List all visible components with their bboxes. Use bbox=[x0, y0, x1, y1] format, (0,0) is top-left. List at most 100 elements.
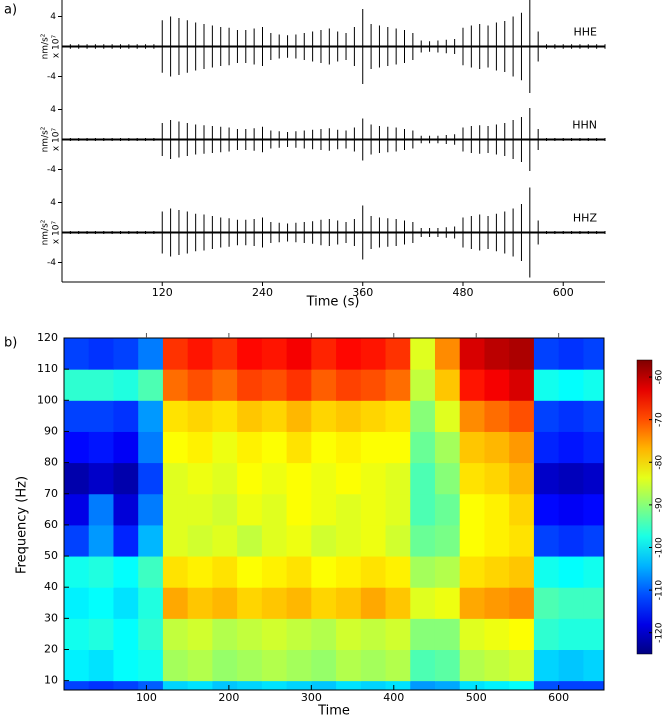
heatmap-cell bbox=[385, 462, 411, 495]
heatmap-cell bbox=[336, 369, 362, 401]
heatmap-cell bbox=[113, 618, 139, 651]
x-tick-label: 100 bbox=[136, 691, 157, 704]
heatmap-cell bbox=[237, 524, 263, 557]
heatmap-cell bbox=[212, 587, 238, 619]
heatmap-cell bbox=[459, 338, 485, 370]
x-tick-label: 600 bbox=[548, 691, 569, 704]
heatmap-cell bbox=[385, 369, 411, 401]
heatmap-cell bbox=[88, 400, 114, 432]
heatmap-cell bbox=[187, 400, 213, 432]
heatmap-cell bbox=[113, 369, 139, 401]
heatmap-cell bbox=[533, 649, 560, 682]
heatmap-cell bbox=[113, 493, 139, 526]
heatmap-cell bbox=[187, 556, 213, 588]
heatmap-cell bbox=[336, 338, 362, 370]
heatmap-cell bbox=[385, 431, 411, 464]
x-tick-label: 600 bbox=[553, 286, 574, 299]
heatmap-cell bbox=[558, 493, 584, 526]
heatmap-cell bbox=[187, 431, 213, 464]
heatmap-cell bbox=[88, 556, 114, 588]
heatmap-cell bbox=[311, 618, 337, 651]
x-axis-label: Time bbox=[317, 704, 350, 719]
heatmap-cell bbox=[311, 400, 337, 432]
heatmap-cell bbox=[583, 680, 605, 691]
heatmap-cell bbox=[187, 524, 213, 557]
heatmap-cell bbox=[311, 587, 337, 619]
y-axis-label: nm/s² bbox=[41, 126, 51, 152]
heatmap-cell bbox=[583, 369, 605, 401]
heatmap-cell bbox=[311, 338, 337, 370]
heatmap-cell bbox=[410, 462, 436, 495]
heatmap-cell bbox=[509, 431, 535, 464]
heatmap-cell bbox=[286, 400, 312, 432]
heatmap-cell bbox=[286, 680, 312, 691]
heatmap-cell bbox=[311, 680, 337, 691]
heatmap-cell bbox=[237, 556, 263, 588]
heatmap-cell bbox=[385, 680, 411, 691]
heatmap-cell bbox=[138, 680, 164, 691]
heatmap-cell bbox=[113, 338, 139, 370]
heatmap-cell bbox=[261, 680, 288, 691]
heatmap-cell bbox=[311, 524, 337, 557]
heatmap-cell bbox=[138, 587, 164, 619]
heatmap-cell bbox=[558, 338, 584, 370]
x-tick-label: 400 bbox=[383, 691, 404, 704]
x-tick-label: 300 bbox=[301, 691, 322, 704]
heatmap-cell bbox=[138, 618, 164, 651]
heatmap-cell bbox=[237, 649, 263, 682]
heatmap-cell bbox=[64, 338, 90, 370]
heatmap-cell bbox=[459, 400, 485, 432]
heatmap-cell bbox=[533, 680, 560, 691]
heatmap-cell bbox=[385, 400, 411, 432]
heatmap-cell bbox=[558, 462, 584, 495]
heatmap-cell bbox=[311, 462, 337, 495]
heatmap-cell bbox=[583, 338, 605, 370]
heatmap-cell bbox=[336, 618, 362, 651]
heatmap-cell bbox=[484, 369, 510, 401]
heatmap-cell bbox=[336, 649, 362, 682]
heatmap-cell bbox=[434, 431, 461, 464]
heatmap-cell bbox=[410, 400, 436, 432]
heatmap-cell bbox=[187, 493, 213, 526]
heatmap-cell bbox=[88, 493, 114, 526]
heatmap-cell bbox=[212, 431, 238, 464]
heatmap-cell bbox=[88, 431, 114, 464]
heatmap-cell bbox=[484, 431, 510, 464]
heatmap-cell bbox=[558, 369, 584, 401]
heatmap-cell bbox=[162, 618, 189, 651]
y-tick-label: 50 bbox=[44, 549, 58, 562]
heatmap-cell bbox=[459, 649, 485, 682]
y-tick-label: 120 bbox=[37, 331, 58, 344]
heatmap-cell bbox=[113, 400, 139, 432]
colorbar-tick-label: -120 bbox=[655, 622, 665, 643]
x-tick-label: 500 bbox=[466, 691, 487, 704]
heatmap-cell bbox=[434, 462, 461, 495]
heatmap-cell bbox=[64, 556, 90, 588]
heatmap-cell bbox=[162, 369, 189, 401]
heatmap-cell bbox=[113, 524, 139, 557]
heatmap-cell bbox=[212, 524, 238, 557]
heatmap-cell bbox=[360, 400, 387, 432]
heatmap-cell bbox=[286, 524, 312, 557]
heatmap-cell bbox=[64, 618, 90, 651]
heatmap-cell bbox=[162, 556, 189, 588]
heatmap-cell bbox=[360, 493, 387, 526]
heatmap-cell bbox=[509, 680, 535, 691]
heatmap-cell bbox=[286, 338, 312, 370]
heatmap-cell bbox=[162, 524, 189, 557]
panel-label-a: a) bbox=[4, 3, 17, 18]
heatmap-cell bbox=[509, 493, 535, 526]
heatmap-cell bbox=[583, 400, 605, 432]
colorbar-tick-label: -80 bbox=[655, 455, 665, 470]
heatmap-cell bbox=[311, 369, 337, 401]
heatmap-cell bbox=[261, 431, 288, 464]
heatmap-cell bbox=[113, 649, 139, 682]
heatmap-cell bbox=[583, 462, 605, 495]
heatmap-cell bbox=[261, 649, 288, 682]
y-tick-label: 4 bbox=[50, 12, 56, 22]
heatmap-cell bbox=[360, 680, 387, 691]
colorbar-tick-label: -90 bbox=[655, 497, 665, 512]
heatmap-cell bbox=[212, 462, 238, 495]
heatmap-cell bbox=[113, 431, 139, 464]
heatmap-cell bbox=[88, 462, 114, 495]
